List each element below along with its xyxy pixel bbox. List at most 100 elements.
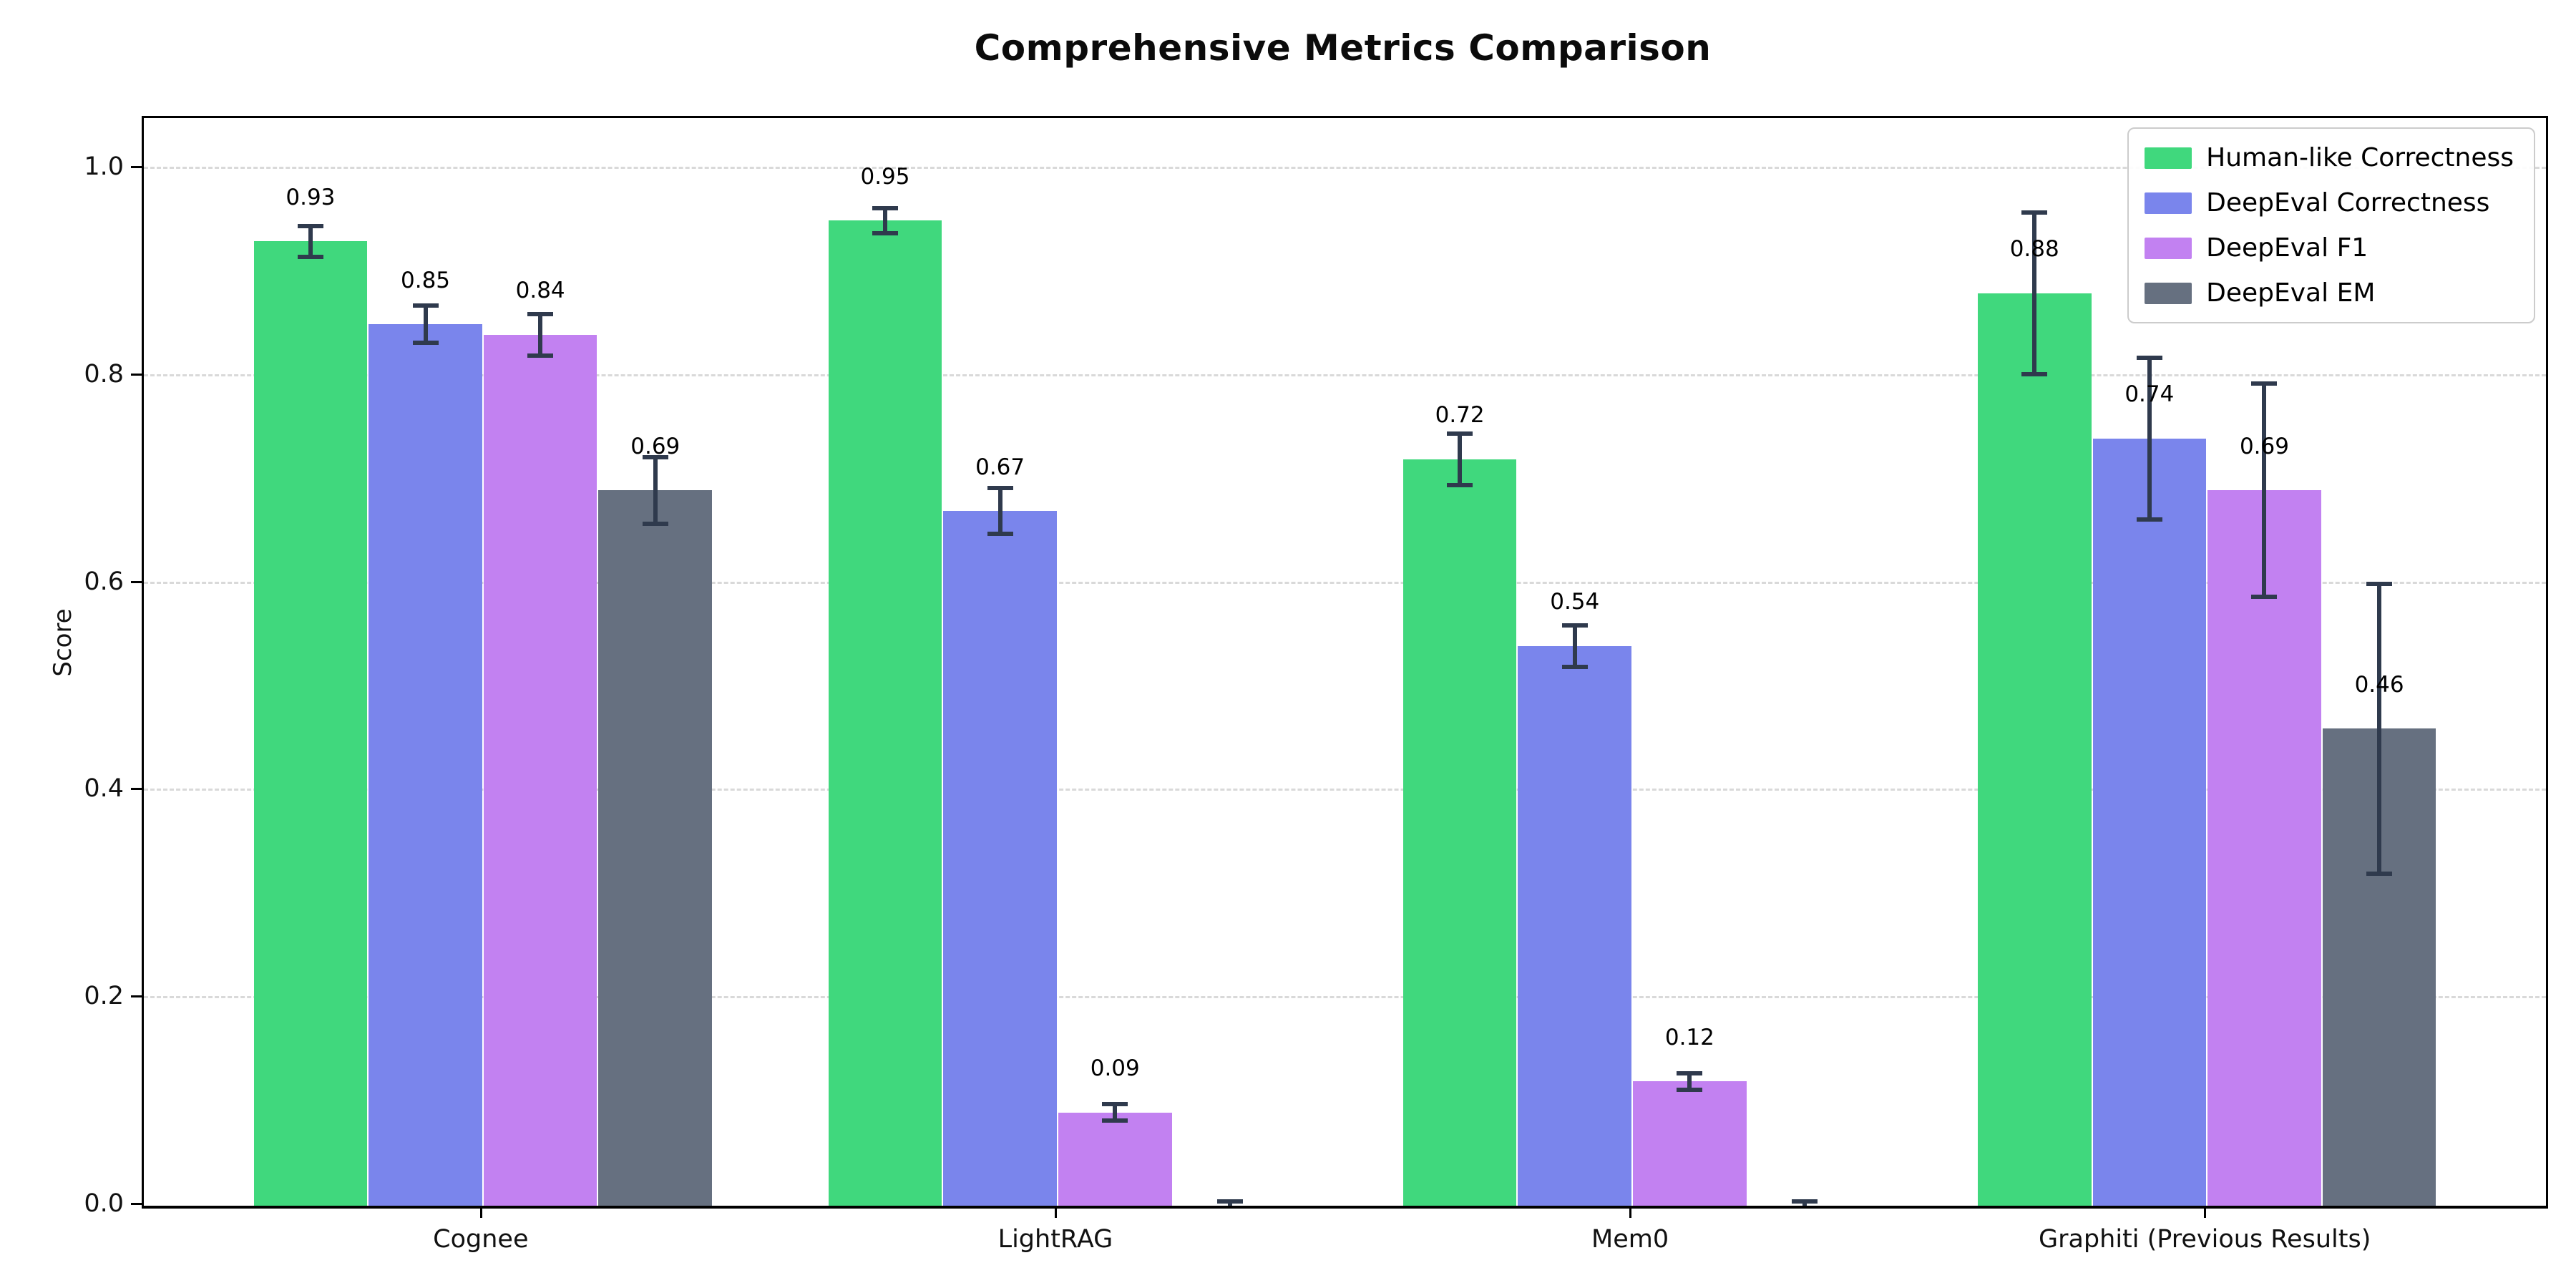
bar-deepeval-correctness-1 — [943, 511, 1057, 1206]
bar-value-label: 0.74 — [2124, 381, 2175, 408]
legend-item: Human-like Correctness — [2145, 143, 2514, 172]
error-bar-cap-bottom — [642, 521, 668, 526]
error-bar — [883, 208, 887, 233]
y-axis-tick — [131, 788, 142, 791]
gridline — [144, 581, 2546, 584]
error-bar-cap-top — [1102, 1102, 1128, 1106]
legend-item: DeepEval F1 — [2145, 233, 2514, 263]
x-axis-tick — [2204, 1206, 2207, 1218]
error-bar-cap-top — [1216, 1199, 1243, 1204]
error-bar — [997, 488, 1002, 535]
error-bar-cap-top — [2251, 381, 2278, 386]
bar-deepeval-f1-0 — [483, 334, 597, 1206]
error-bar-cap-bottom — [297, 255, 323, 260]
error-bar-cap-top — [642, 454, 668, 459]
bar-deepeval-correctness-3 — [2092, 438, 2207, 1206]
y-axis-tick — [131, 580, 142, 583]
legend: Human-like Correctness DeepEval Correctne… — [2127, 127, 2535, 323]
legend-label: Human-like Correctness — [2206, 143, 2514, 172]
bar-value-label: 0.84 — [515, 278, 565, 304]
error-bar-cap-top — [872, 206, 898, 211]
bar-value-label: 0.09 — [1090, 1055, 1140, 1082]
gridline — [144, 374, 2546, 376]
x-axis-category-label: Mem0 — [1591, 1225, 1669, 1254]
error-bar-cap-top — [987, 486, 1013, 491]
error-bar-cap-top — [527, 311, 554, 316]
error-bar-cap-bottom — [1447, 482, 1473, 487]
error-bar-cap-bottom — [872, 230, 898, 235]
error-bar-cap-bottom — [1561, 664, 1588, 669]
x-axis-tick — [479, 1206, 482, 1218]
gridline — [144, 167, 2546, 170]
legend-swatch-deepeval-em — [2145, 282, 2192, 304]
legend-swatch-deepeval-correctness — [2145, 192, 2192, 214]
error-bar — [308, 225, 313, 258]
error-bar-cap-bottom — [1102, 1118, 1128, 1123]
error-bar — [1458, 433, 1463, 485]
x-axis-category-label: Graphiti (Previous Results) — [2038, 1225, 2371, 1254]
y-axis-tick — [131, 995, 142, 998]
bar-value-label: 0.69 — [2239, 433, 2289, 459]
y-axis-label: Score — [49, 608, 77, 677]
y-axis-tick-label: 0.2 — [84, 982, 124, 1011]
bar-value-label: 0.93 — [286, 184, 336, 210]
error-bar — [423, 306, 428, 343]
bar-deepeval-correctness-2 — [1518, 645, 1632, 1206]
bar-value-label: 0.12 — [1664, 1024, 1714, 1050]
bar-deepeval-f1-1 — [1058, 1112, 1172, 1206]
x-axis-tick — [1054, 1206, 1057, 1218]
chart-title: Comprehensive Metrics Comparison — [974, 27, 1712, 69]
bar-human-like-correctness-3 — [1977, 293, 2092, 1206]
y-axis-tick-label: 0.6 — [84, 567, 124, 596]
x-axis-category-label: LightRAG — [997, 1225, 1113, 1254]
error-bar-cap-top — [1447, 431, 1473, 436]
error-bar-cap-top — [412, 303, 439, 308]
error-bar — [2032, 212, 2037, 374]
error-bar — [2377, 583, 2382, 874]
error-bar — [1572, 625, 1577, 667]
error-bar — [1687, 1073, 1692, 1090]
error-bar-cap-bottom — [987, 532, 1013, 537]
error-bar-cap-top — [1677, 1070, 1703, 1075]
y-axis-tick — [131, 166, 142, 168]
error-bar-cap-top — [1791, 1199, 1818, 1204]
y-axis-tick — [131, 373, 142, 376]
bar-value-label: 0.67 — [975, 454, 1025, 480]
x-axis-tick — [1629, 1206, 1632, 1218]
bar-human-like-correctness-0 — [253, 241, 368, 1206]
bar-deepeval-em-0 — [598, 490, 713, 1206]
legend-swatch-human-like-correctness — [2145, 147, 2192, 169]
y-axis-tick-label: 0.0 — [84, 1189, 124, 1218]
y-axis-tick-label: 1.0 — [84, 152, 124, 181]
error-bar-cap-top — [2021, 210, 2048, 215]
x-axis-category-label: Cognee — [433, 1225, 529, 1254]
error-bar — [1113, 1104, 1118, 1121]
bar-value-label: 0.54 — [1550, 589, 1600, 615]
error-bar-cap-top — [1561, 623, 1588, 628]
error-bar-cap-top — [2366, 581, 2393, 586]
bar-value-label: 0.95 — [860, 163, 910, 190]
error-bar — [2147, 357, 2152, 519]
bar-value-label: 0.72 — [1435, 402, 1485, 429]
bar-deepeval-f1-2 — [1633, 1081, 1747, 1206]
bar-human-like-correctness-1 — [828, 220, 942, 1206]
bar-value-label: 0.85 — [401, 267, 451, 293]
y-axis-tick-label: 0.8 — [84, 359, 124, 389]
error-bar-cap-top — [2136, 355, 2162, 360]
bar-deepeval-correctness-0 — [369, 324, 482, 1206]
legend-item: DeepEval EM — [2145, 278, 2514, 308]
gridline — [144, 996, 2546, 999]
error-bar-cap-bottom — [527, 353, 554, 358]
error-bar-cap-bottom — [2366, 872, 2393, 877]
error-bar-cap-bottom — [2251, 595, 2278, 600]
error-bar-cap-bottom — [2021, 371, 2048, 376]
error-bar-cap-bottom — [412, 341, 439, 346]
legend-item: DeepEval Correctness — [2145, 188, 2514, 218]
bar-value-label: 0.88 — [2009, 236, 2059, 263]
error-bar-cap-top — [297, 223, 323, 228]
gridline — [144, 789, 2546, 791]
legend-label: DeepEval EM — [2206, 278, 2376, 308]
legend-label: DeepEval Correctness — [2206, 188, 2490, 218]
error-bar — [538, 313, 543, 356]
